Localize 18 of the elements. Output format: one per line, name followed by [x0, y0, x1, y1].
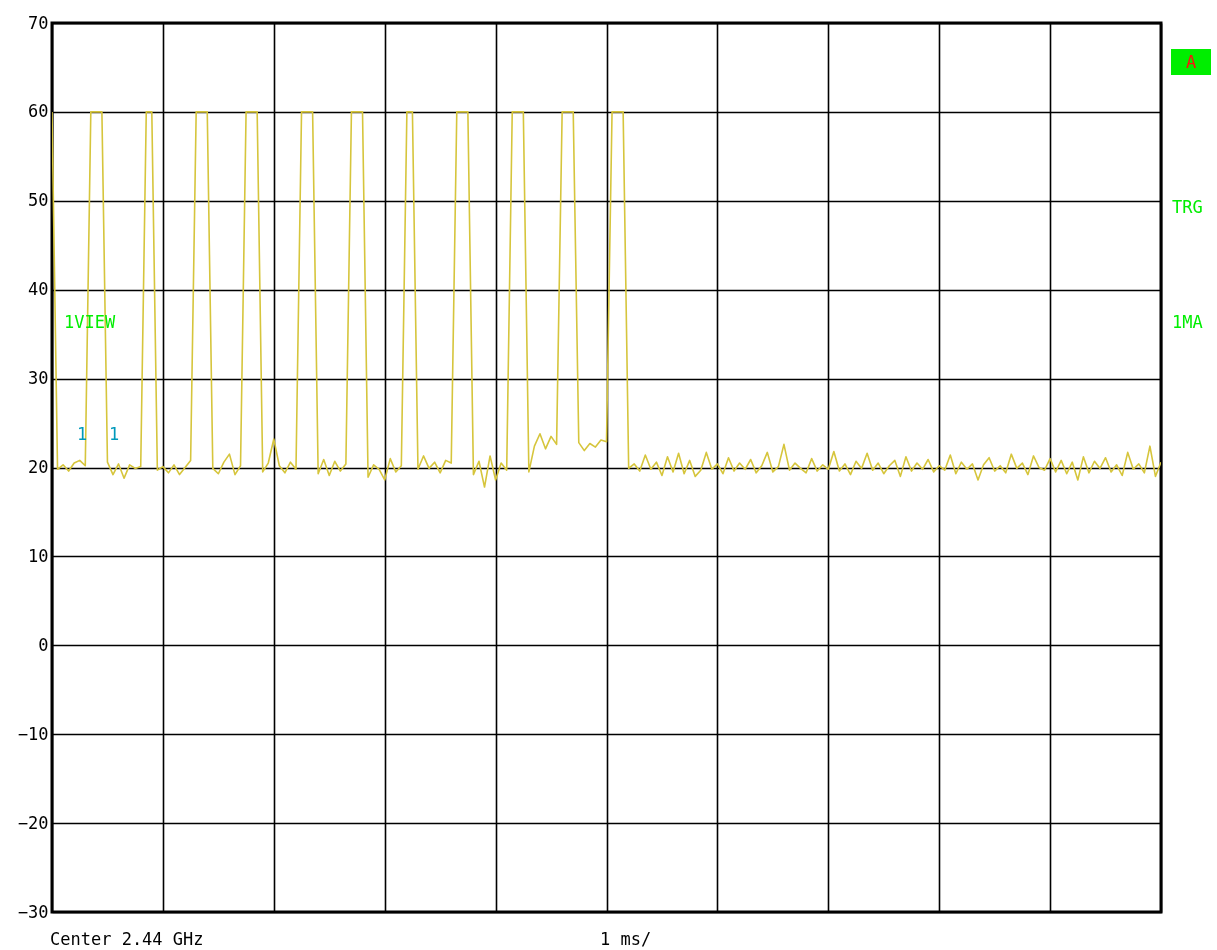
y-tick-label: 40 [28, 279, 49, 300]
y-tick-label: 20 [28, 457, 49, 477]
line-series [52, 111, 1161, 488]
text: TRG [1172, 197, 1203, 217]
y-tick-label: 10 [28, 545, 49, 566]
y-tick-label: 70 [28, 12, 49, 33]
text: 1 ms/ [600, 929, 652, 949]
text: 1MA [1172, 312, 1203, 332]
y-tick-label: −20 [17, 812, 49, 833]
text: Center 2.44 GHz [50, 929, 204, 949]
y-tick-label: 60 [28, 101, 49, 122]
y-tick-label: −10 [17, 723, 49, 744]
annotation: 1 [108, 424, 120, 444]
text: A [1185, 52, 1197, 72]
y-tick-label: 30 [28, 368, 49, 389]
y-tick-label: −30 [17, 901, 49, 922]
y-tick-label: 0 [38, 634, 49, 655]
y-tick-label: 50 [28, 190, 49, 211]
